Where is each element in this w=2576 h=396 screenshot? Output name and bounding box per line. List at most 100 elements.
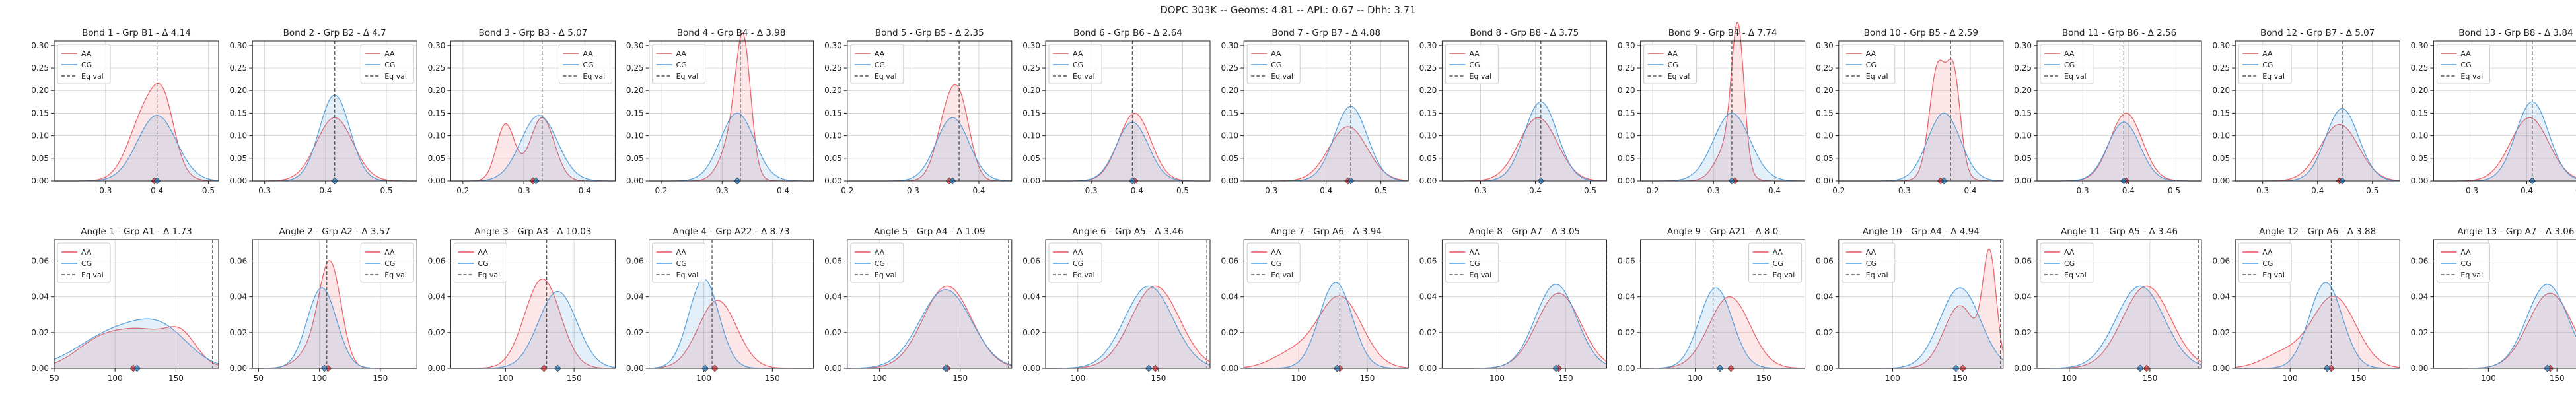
x-tick-label: 0.3 [716,186,729,195]
x-tick-label: 0.5 [2168,186,2180,195]
y-tick-label: 0.15 [1816,108,1834,117]
y-tick-label: 0.30 [626,41,644,50]
density-line-cg [54,318,219,364]
legend: AA CG Eq val [850,242,904,283]
legend-label: CG [875,259,885,268]
y-tick-label: 0.10 [1816,131,1834,141]
legend-label: CG [384,259,395,268]
legend-label: Eq val [2262,271,2285,279]
legend-label: CG [1866,259,1877,268]
y-tick-label: 0.15 [428,108,446,117]
subplot: 0.00 0.02 0.04 0.06 100 150 Angle 10 - Grp A4 … [1816,226,2004,383]
density-fill-aa [1442,293,1607,368]
y-tick-label: 0.04 [1816,292,1834,302]
y-tick-label: 0.00 [2212,176,2230,185]
y-tick-label: 0.25 [1022,63,1040,73]
y-tick-label: 0.05 [1618,154,1635,163]
y-tick-label: 0.15 [626,108,644,117]
axes-frame [2036,40,2202,182]
y-tick-label: 0.00 [229,176,247,185]
axes-frame [1838,40,2004,182]
legend-label: AA [1073,50,1083,58]
legend-label: AA [1866,248,1877,257]
y-tick-label: 0.25 [824,63,842,73]
legend-box [1246,242,1301,283]
y-tick-label: 0.20 [2014,86,2032,95]
y-tick-label: 0.20 [1221,86,1238,95]
y-tick-label: 0.15 [1419,108,1437,117]
legend-label: AA [384,50,395,58]
legend-label: Eq val [384,72,407,81]
x-tick-label: 0.3 [2466,186,2478,195]
y-tick-label: 0.06 [428,257,446,266]
legend-label: CG [81,259,92,268]
x-tick-label: 0.4 [1964,186,1976,195]
density-fill-aa [450,279,616,368]
y-tick-label: 0.00 [2014,176,2032,185]
y-tick-label: 0.00 [1221,364,1238,373]
density-fill-cg [252,288,417,368]
density-fill-aa [54,326,219,368]
y-tick-label: 0.20 [1816,86,1834,95]
y-tick-label: 0.25 [2014,63,2032,73]
y-tick-label: 0.04 [2212,292,2230,302]
x-tick-label: 150 [2550,374,2565,383]
subplot-title: Bond 3 - Grp B3 - Δ 5.07 [479,28,588,38]
subplot-title: Angle 3 - Grp A3 - Δ 10.03 [474,226,591,237]
y-tick-label: 0.10 [31,131,49,141]
y-tick-label: 0.06 [2014,257,2032,266]
y-tick-label: 0.00 [824,364,842,373]
y-tick-label: 0.25 [1221,63,1238,73]
legend-label: CG [1668,61,1678,69]
y-tick-label: 0.04 [2014,292,2032,302]
y-tick-label: 0.30 [229,41,247,50]
subplot-title: Bond 2 - Grp B2 - Δ 4.7 [283,28,386,38]
density-line-aa [2235,295,2400,368]
y-tick-label: 0.05 [2411,154,2429,163]
legend: AA CG Eq val [2436,44,2490,84]
legend-label: Eq val [2262,72,2285,81]
legend-label: Eq val [583,72,605,81]
legend-label: CG [2460,259,2471,268]
subplot: 0.00 0.02 0.04 0.06 100 150 Angle 3 - Grp A3 -… [428,226,616,383]
subplot-title: Bond 5 - Grp B5 - Δ 2.35 [875,28,984,38]
x-tick-label: 150 [765,374,780,383]
legend-label: AA [676,50,687,58]
legend-box [1445,44,1499,84]
x-tick-label: 100 [872,374,887,383]
density-line-aa [1244,295,1409,368]
y-tick-label: 0.06 [1221,257,1238,266]
legend-label: Eq val [1271,271,1293,279]
y-tick-label: 0.05 [428,154,446,163]
legend-label: CG [1271,61,1281,69]
x-tick-label: 150 [168,374,184,383]
subplot-title: Bond 1 - Grp B1 - Δ 4.14 [82,28,191,38]
y-tick-label: 0.20 [2411,86,2429,95]
y-tick-label: 0.04 [626,292,644,302]
x-tick-label: 0.3 [258,186,271,195]
y-tick-label: 0.25 [626,63,644,73]
x-tick-label: 0.5 [380,186,393,195]
density-fill-aa [1046,286,1210,368]
legend: AA CG Eq val [1445,44,1499,84]
y-tick-label: 0.15 [1022,108,1040,117]
subplot: 0.00 0.02 0.04 0.06 100 150 Angle 11 - Grp A5 … [2014,226,2202,383]
axes-frame [2433,40,2576,182]
y-tick-label: 0.00 [2212,364,2230,373]
y-tick-label: 0.04 [31,292,49,302]
x-tick-label: 100 [2061,374,2077,383]
y-tick-label: 0.02 [31,328,49,337]
density-fill-aa [1442,117,1607,181]
legend-label: Eq val [875,72,897,81]
legend-label: Eq val [478,271,500,279]
legend-label: CG [1073,259,1083,268]
density-fill-aa [649,32,814,182]
axes-frame [2433,239,2576,369]
y-tick-label: 0.25 [229,63,247,73]
y-tick-label: 0.30 [1618,41,1635,50]
y-tick-label: 0.20 [626,86,644,95]
y-tick-label: 0.10 [1419,131,1437,141]
density-fill-cg [1838,288,2003,368]
legend-label: AA [1866,50,1877,58]
density-fill-cg [450,291,616,368]
